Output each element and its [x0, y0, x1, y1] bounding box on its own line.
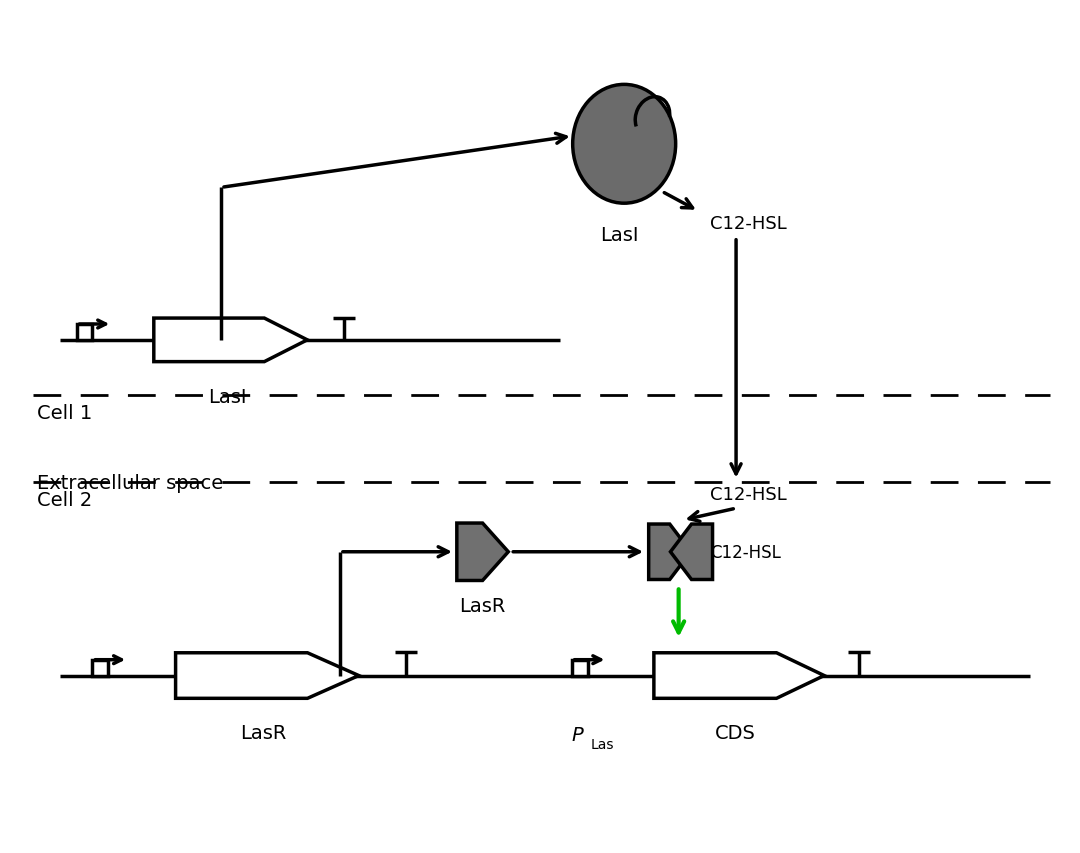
Text: C12-HSL: C12-HSL — [711, 215, 787, 233]
Polygon shape — [176, 653, 359, 699]
Text: CDS: CDS — [715, 723, 756, 742]
Text: P: P — [571, 725, 583, 744]
Bar — [77, 325, 93, 340]
Text: Las: Las — [591, 737, 615, 751]
Text: Extracellular space: Extracellular space — [37, 473, 224, 492]
Polygon shape — [653, 653, 824, 699]
Text: LasR: LasR — [241, 723, 286, 742]
Polygon shape — [153, 319, 308, 363]
Text: LasR: LasR — [459, 596, 505, 616]
Polygon shape — [457, 524, 509, 581]
Polygon shape — [649, 525, 691, 580]
Ellipse shape — [572, 85, 676, 204]
Text: Cell 2: Cell 2 — [37, 490, 92, 510]
Text: Cell 1: Cell 1 — [37, 403, 92, 423]
Text: LasI: LasI — [600, 226, 638, 245]
Polygon shape — [671, 525, 713, 580]
Text: C12-HSL: C12-HSL — [711, 543, 781, 561]
Bar — [571, 660, 588, 676]
Text: C12-HSL: C12-HSL — [711, 485, 787, 504]
Text: LasI: LasI — [208, 388, 246, 407]
Bar — [93, 660, 108, 676]
